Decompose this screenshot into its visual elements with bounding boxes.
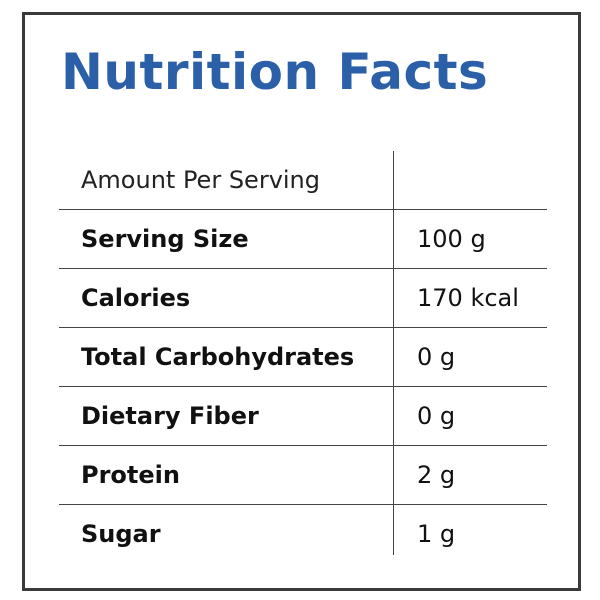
table-row: Serving Size 100 g <box>59 210 547 269</box>
nutrient-name: Protein <box>81 461 180 489</box>
nutrient-value: 1 g <box>417 520 456 548</box>
nutrient-name: Serving Size <box>81 225 249 253</box>
table-row: Total Carbohydrates 0 g <box>59 328 547 387</box>
table-row: Sugar 1 g <box>59 505 547 563</box>
nutrient-name: Calories <box>81 284 191 312</box>
nutrient-value: 0 g <box>417 402 456 430</box>
nutrient-name: Sugar <box>81 520 161 548</box>
nutrient-name: Total Carbohydrates <box>81 343 355 371</box>
title: Nutrition Facts <box>61 43 489 101</box>
nutrient-value: 100 g <box>417 225 486 253</box>
column-divider <box>393 151 394 555</box>
nutrient-name: Dietary Fiber <box>81 402 259 430</box>
nutrient-value: 0 g <box>417 343 456 371</box>
nutrition-table: Amount Per Serving Serving Size 100 g Calor… <box>59 151 547 563</box>
table-row: Calories 170 kcal <box>59 269 547 328</box>
header-cell: Amount Per Serving <box>81 166 321 194</box>
nutrient-value: 2 g <box>417 461 456 489</box>
table-row: Dietary Fiber 0 g <box>59 387 547 446</box>
nutrient-value: 170 kcal <box>417 284 519 312</box>
label-frame: Nutrition Facts Amount Per Serving Servin… <box>22 12 581 591</box>
table-row: Protein 2 g <box>59 446 547 505</box>
header-row: Amount Per Serving <box>59 151 547 210</box>
